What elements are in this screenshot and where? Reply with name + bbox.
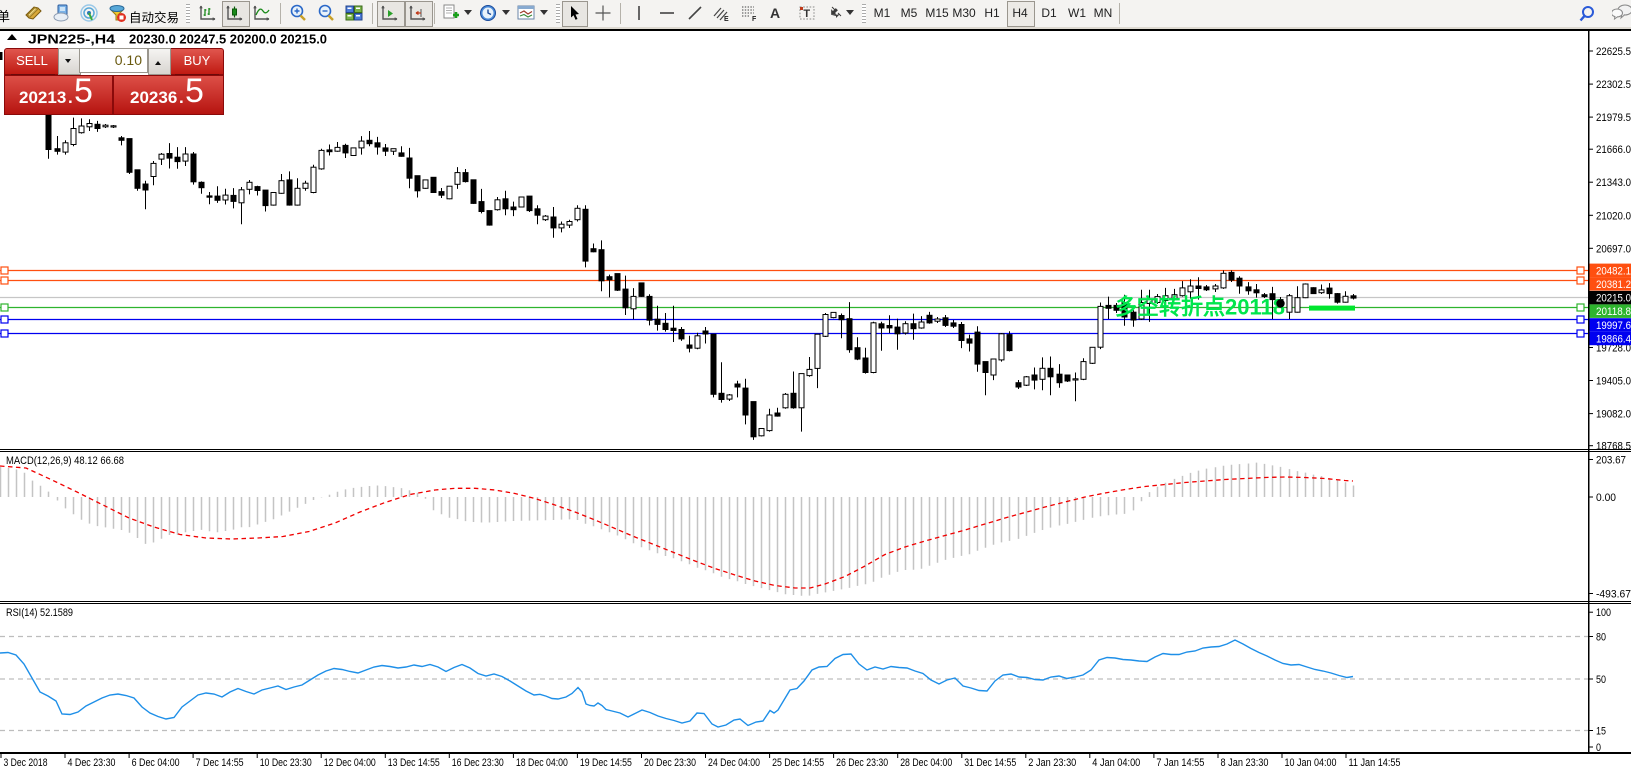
svg-text:10 Jan 04:00: 10 Jan 04:00	[1285, 757, 1337, 769]
svg-text:21979.5: 21979.5	[1596, 112, 1631, 124]
svg-text:31 Dec 14:55: 31 Dec 14:55	[964, 757, 1016, 769]
svg-text:22625.5: 22625.5	[1596, 46, 1631, 58]
svg-text:20381.2: 20381.2	[1596, 279, 1631, 291]
svg-text:25 Dec 14:55: 25 Dec 14:55	[772, 757, 824, 769]
svg-text:28 Dec 04:00: 28 Dec 04:00	[900, 757, 952, 769]
svg-text:21666.0: 21666.0	[1596, 144, 1631, 156]
svg-text:T: T	[803, 8, 810, 20]
svg-text:12 Dec 04:00: 12 Dec 04:00	[324, 757, 376, 769]
svg-text:20482.1: 20482.1	[1596, 265, 1631, 277]
svg-text:6 Dec 04:00: 6 Dec 04:00	[132, 757, 180, 769]
svg-text:19405.0: 19405.0	[1596, 376, 1631, 388]
svg-text:21020.0: 21020.0	[1596, 210, 1631, 222]
svg-text:7 Dec 14:55: 7 Dec 14:55	[196, 757, 244, 769]
svg-text:4 Dec 23:30: 4 Dec 23:30	[68, 757, 116, 769]
svg-text:-493.67: -493.67	[1596, 589, 1631, 601]
svg-text:20215.0: 20215.0	[1596, 293, 1631, 305]
svg-text:21343.0: 21343.0	[1596, 177, 1631, 189]
svg-text:24 Dec 04:00: 24 Dec 04:00	[708, 757, 760, 769]
svg-text:80: 80	[1596, 632, 1606, 644]
svg-text:19728.0: 19728.0	[1596, 343, 1631, 355]
svg-text:JPN225-,H4: JPN225-,H4	[28, 32, 116, 47]
svg-text:203.67: 203.67	[1596, 455, 1626, 467]
svg-text:20 Dec 23:30: 20 Dec 23:30	[644, 757, 696, 769]
svg-text:18768.5: 18768.5	[1596, 441, 1631, 453]
svg-text:18 Dec 04:00: 18 Dec 04:00	[516, 757, 568, 769]
svg-text:15: 15	[1596, 726, 1606, 738]
svg-text:8 Jan 23:30: 8 Jan 23:30	[1221, 757, 1269, 769]
svg-text:19082.0: 19082.0	[1596, 409, 1631, 421]
svg-text:10 Dec 23:30: 10 Dec 23:30	[260, 757, 312, 769]
svg-text:0.00: 0.00	[1596, 492, 1616, 504]
svg-text:26 Dec 23:30: 26 Dec 23:30	[836, 757, 888, 769]
svg-text:11 Jan 14:55: 11 Jan 14:55	[1349, 757, 1401, 769]
svg-text:19 Dec 14:55: 19 Dec 14:55	[580, 757, 632, 769]
svg-text:20118.8: 20118.8	[1596, 306, 1631, 318]
svg-text:20697.0: 20697.0	[1596, 243, 1631, 255]
svg-text:0: 0	[1596, 742, 1601, 754]
svg-text:50: 50	[1596, 674, 1606, 686]
svg-text:20230.0 20247.5 20200.0 20215.: 20230.0 20247.5 20200.0 20215.0	[129, 32, 327, 47]
svg-text:19866.4: 19866.4	[1596, 333, 1631, 345]
svg-text:2 Jan 23:30: 2 Jan 23:30	[1028, 757, 1076, 769]
svg-text:19997.6: 19997.6	[1596, 320, 1631, 332]
svg-text:F: F	[752, 16, 757, 22]
svg-text:MACD(12,26,9) 48.12 66.68: MACD(12,26,9) 48.12 66.68	[6, 455, 124, 467]
svg-text:100: 100	[1596, 607, 1611, 619]
svg-text:E: E	[724, 16, 729, 22]
svg-text:7 Jan 14:55: 7 Jan 14:55	[1156, 757, 1204, 769]
svg-text:3 Dec 2018: 3 Dec 2018	[4, 757, 48, 769]
svg-text:多空转折点20118: 多空转折点20118	[1115, 295, 1285, 320]
svg-text:4 Jan 04:00: 4 Jan 04:00	[1092, 757, 1140, 769]
svg-text:22302.5: 22302.5	[1596, 79, 1631, 91]
svg-text:RSI(14) 52.1589: RSI(14) 52.1589	[6, 607, 73, 619]
svg-text:16 Dec 23:30: 16 Dec 23:30	[452, 757, 504, 769]
svg-text:13 Dec 14:55: 13 Dec 14:55	[388, 757, 440, 769]
